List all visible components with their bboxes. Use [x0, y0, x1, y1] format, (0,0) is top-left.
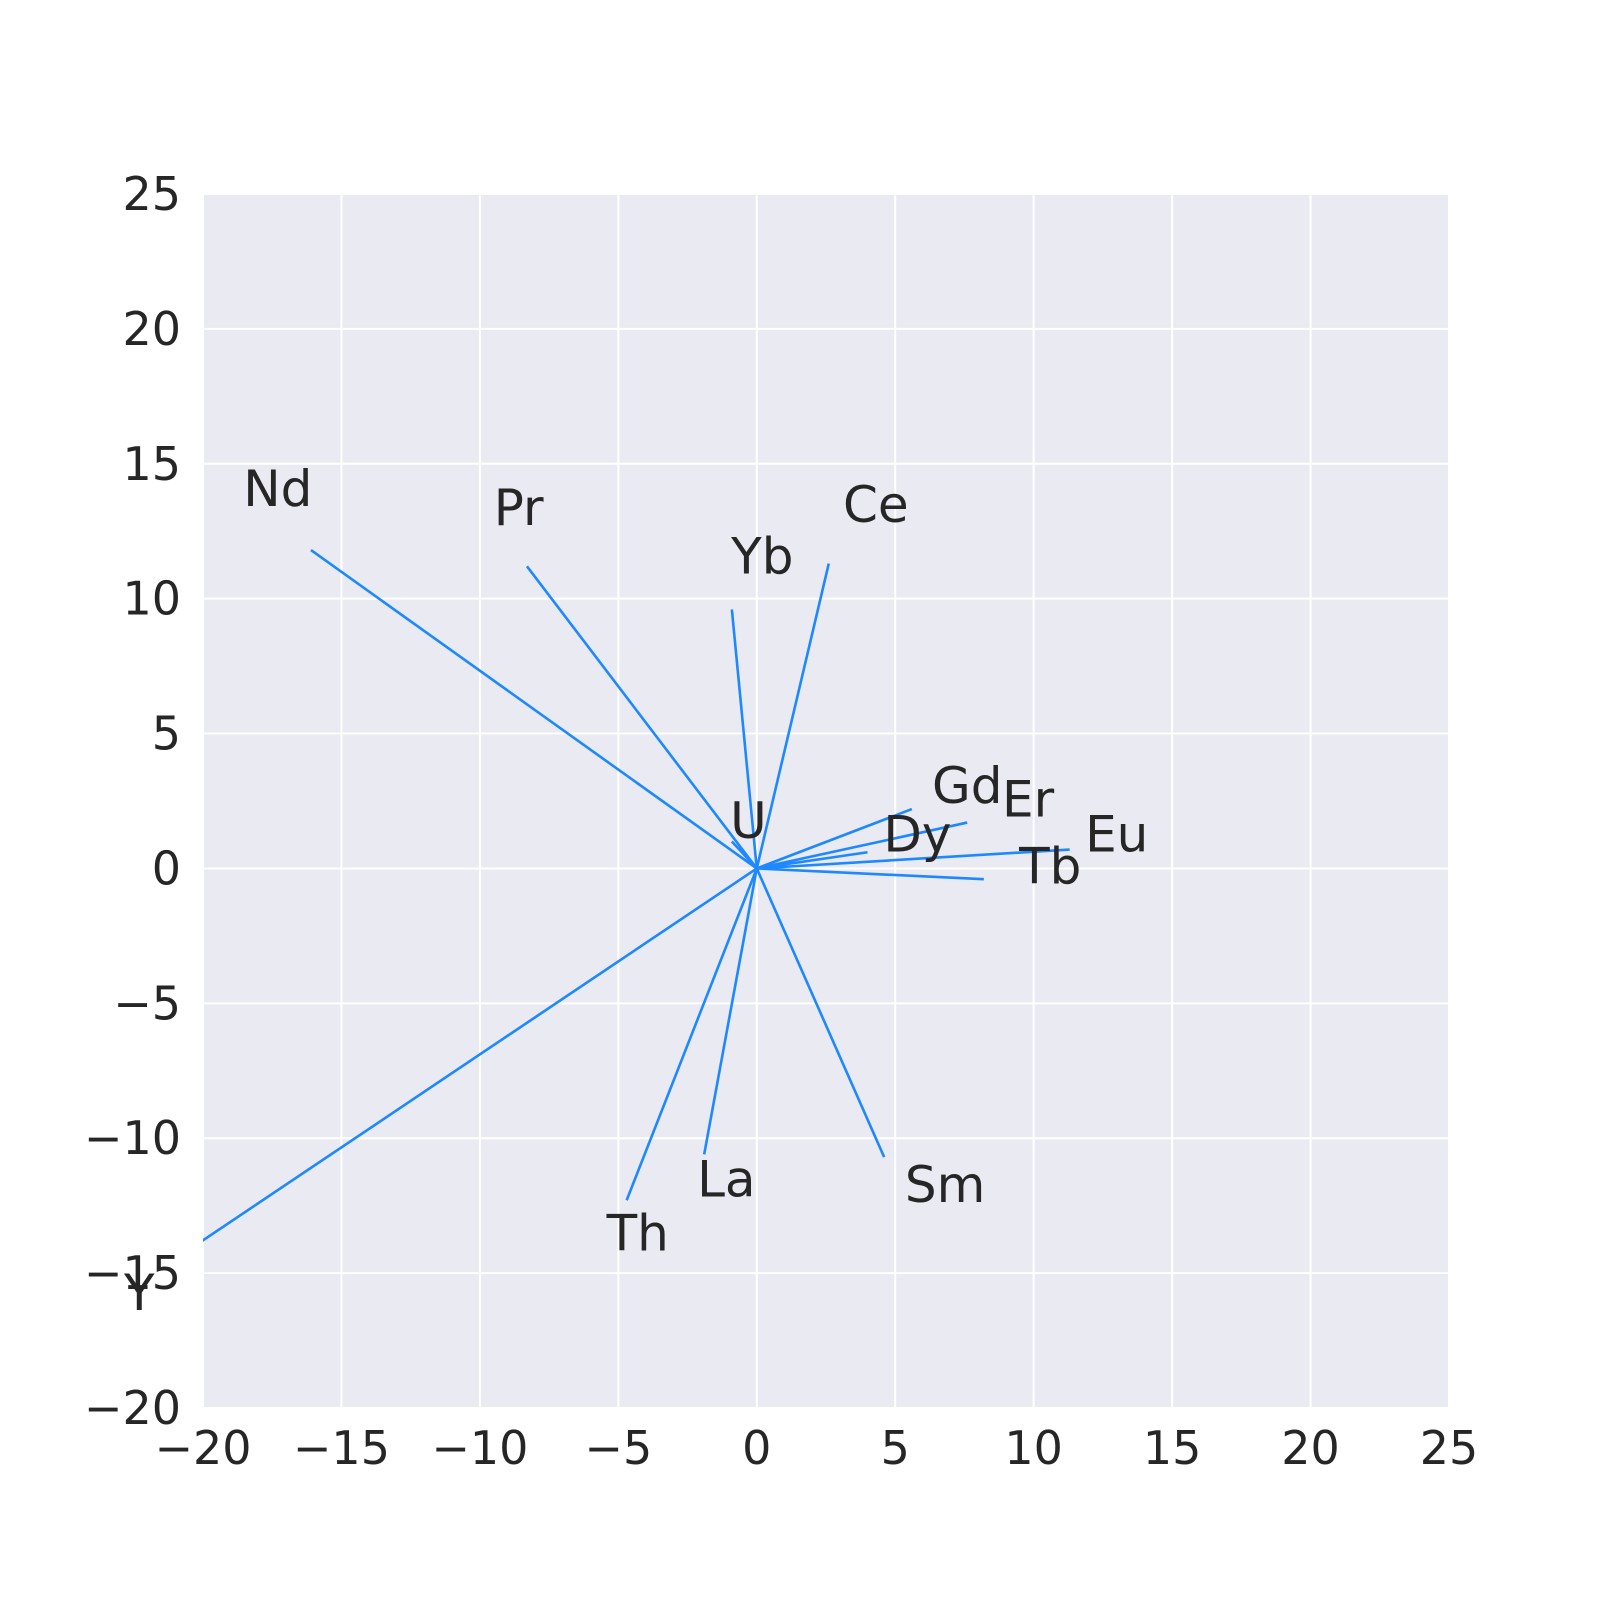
- vector-label-la: La: [697, 1151, 756, 1209]
- x-tick-label: −20: [154, 1421, 251, 1475]
- y-tick-label: −15: [84, 1246, 181, 1300]
- x-axis-tick-labels: −20 −15 −10 −5 0 5 10 15 20 25: [154, 1421, 1478, 1475]
- vector-nd: [310, 549, 758, 870]
- vector-label-dy: Dy: [883, 805, 951, 863]
- vector-pr: [525, 565, 758, 870]
- x-tick-label: −5: [584, 1421, 652, 1475]
- y-tick-label: −20: [84, 1381, 181, 1435]
- y-tick-label: 10: [122, 572, 181, 626]
- vector-label-tb: Tb: [1018, 838, 1081, 896]
- vector-label-er: Er: [1002, 770, 1055, 828]
- vector-label-nd: Nd: [243, 460, 312, 518]
- vector-lines: [203, 549, 1070, 1242]
- vector-label-yb: Yb: [730, 528, 793, 586]
- vector-u: [730, 840, 758, 870]
- x-tick-label: 15: [1143, 1421, 1202, 1475]
- x-tick-label: 10: [1004, 1421, 1063, 1475]
- x-tick-label: 5: [881, 1421, 910, 1475]
- y-tick-label: 5: [152, 707, 181, 761]
- vector-dy: [756, 850, 868, 870]
- grid: [202, 193, 1450, 1409]
- y-tick-label: 15: [122, 437, 181, 491]
- y-tick-label: 25: [122, 167, 181, 221]
- x-tick-label: 25: [1420, 1421, 1479, 1475]
- vector-label-gd: Gd: [932, 757, 1002, 815]
- x-tick-label: −15: [293, 1421, 390, 1475]
- vector-eu: [756, 848, 1070, 870]
- y-axis-tick-labels: −20 −15 −10 −5 0 5 10 15 20 25: [84, 167, 181, 1435]
- vector-label-y: Y: [123, 1264, 155, 1322]
- y-tick-label: 0: [152, 841, 181, 895]
- vector-label-ce: Ce: [843, 476, 909, 534]
- x-tick-label: 20: [1281, 1421, 1340, 1475]
- vector-label-eu: Eu: [1085, 805, 1148, 863]
- vector-gd: [756, 807, 913, 870]
- vector-yb: [730, 609, 759, 869]
- x-tick-label: −10: [431, 1421, 528, 1475]
- vector-la: [702, 868, 759, 1155]
- vector-label-u: U: [730, 792, 767, 850]
- vector-sm: [755, 867, 886, 1158]
- vector-y: [203, 867, 758, 1242]
- plot-background: [203, 194, 1449, 1408]
- vector-tb: [756, 867, 984, 881]
- y-tick-label: −10: [84, 1111, 181, 1165]
- vector-label-th: Th: [606, 1205, 669, 1263]
- y-tick-label: −5: [113, 976, 181, 1030]
- vector-ce: [755, 563, 831, 869]
- vector-label-sm: Sm: [905, 1156, 985, 1214]
- y-tick-label: 20: [122, 302, 181, 356]
- vector-er: [756, 821, 968, 870]
- vector-th: [625, 867, 758, 1201]
- vector-label-pr: Pr: [494, 479, 544, 537]
- x-tick-label: 0: [742, 1421, 771, 1475]
